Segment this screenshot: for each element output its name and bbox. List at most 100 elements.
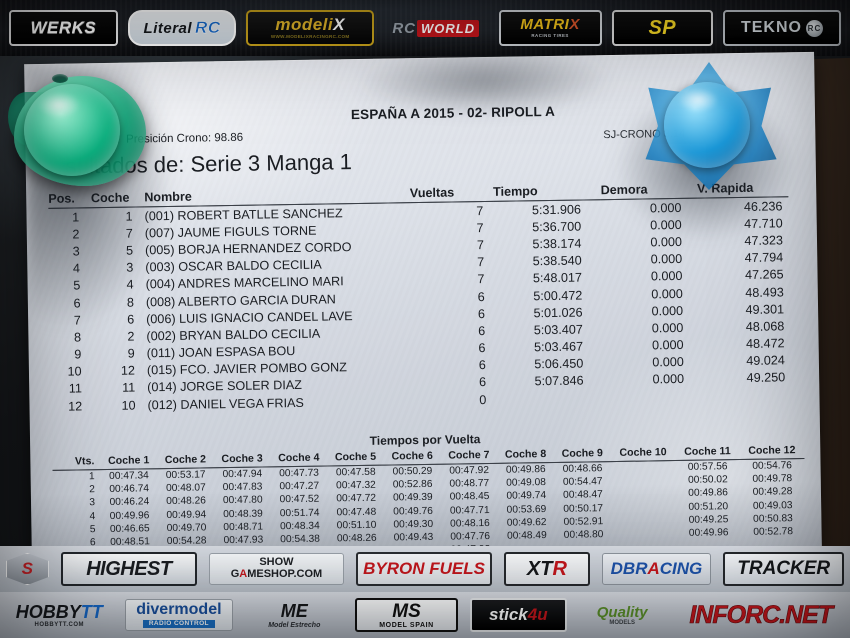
- lap-header-2: Coche 2: [156, 453, 214, 469]
- sponsor-logo-byronfuels[interactable]: BYRON FUELS: [355, 552, 493, 586]
- lap-time-cell: 00:53.17: [165, 469, 206, 482]
- race-results-paper: ESPAÑA A 2015 - 02- RIPOLL A 1 Presición…: [24, 48, 838, 575]
- cell-vueltas: 7: [476, 238, 485, 253]
- lap-time-cell: 00:48.66: [562, 463, 603, 475]
- lap-time-cell: 00:57.56: [687, 461, 728, 473]
- sponsor-ms-text: MS: [392, 600, 421, 622]
- sponsor-logo-matrix[interactable]: MATRIX RACING TIRES: [498, 10, 602, 46]
- sponsor-logo-quality[interactable]: Quality MODELS: [579, 600, 666, 630]
- sponsor-me-text: ME: [280, 600, 308, 621]
- sponsor-show-g: G: [230, 568, 240, 580]
- lap-time-cell: 00:47.94: [222, 468, 263, 481]
- sponsor-logo-modelspain[interactable]: MS MODEL SPAIN: [355, 598, 458, 632]
- sponsor-byron-text: BYRON FUELS: [363, 559, 485, 578]
- sponsor-logo-modelestrecho[interactable]: ME Model Estrecho: [245, 600, 343, 630]
- sponsor-matrix-sub: RACING TIRES: [531, 33, 569, 39]
- lap-number: 1: [88, 471, 95, 483]
- sponsor-diver-sub: RADIO CONTROL: [142, 619, 215, 629]
- lap-header-5: Coche 5: [327, 450, 384, 467]
- sponsor-logo-tekno[interactable]: TEKNO RC: [722, 10, 841, 46]
- header-tiempo: Tiempo: [492, 183, 601, 202]
- cell-nombre: (012) DANIEL VEGA FRIAS: [147, 395, 304, 412]
- lap-header-12: Coche 12: [739, 444, 805, 460]
- sponsor-matrix-text: MATRI: [520, 16, 570, 34]
- sponsor-literal-text: Literal: [143, 19, 193, 37]
- cell-tiempo: 5:48.017: [532, 270, 583, 286]
- sponsor-sworks-text: S: [21, 559, 33, 578]
- cell-demora: 0.000: [651, 338, 684, 353]
- sponsor-logo-highest[interactable]: HIGHEST: [60, 552, 198, 586]
- sponsor-quality-sub: MODELS: [609, 619, 636, 626]
- cell-demora: 0.000: [652, 372, 685, 387]
- sponsor-sp-text: SP: [648, 16, 677, 39]
- sponsor-matrix-wordmark: MATRIX: [520, 17, 579, 32]
- cell-tiempo: [496, 389, 604, 408]
- cell-demora: 0.000: [651, 320, 684, 336]
- sponsor-logo-showgameshop[interactable]: SHOW GAMESHOP.COM: [209, 553, 344, 585]
- cell-vueltas: 6: [478, 375, 487, 390]
- sponsor-logo-sworks[interactable]: S: [6, 553, 49, 585]
- cell-tiempo: 5:03.467: [533, 339, 584, 355]
- sponsor-highest-text: HIGHEST: [86, 557, 172, 580]
- lap-time-cell: [611, 461, 676, 476]
- sponsor-matrix-accent: X: [569, 16, 580, 34]
- sponsor-logo-dbracing[interactable]: DBR A CING: [601, 553, 712, 585]
- sponsor-logo-literalrc[interactable]: Literal RC: [127, 10, 237, 46]
- sponsor-show-tail: MESHOP.COM: [247, 568, 323, 580]
- sponsor-logo-werks[interactable]: WERKS: [9, 10, 118, 46]
- sponsor-modelix-url: WWW.MODELIXRACINGRC.COM: [270, 34, 350, 40]
- sponsor-logo-sp[interactable]: SP: [611, 10, 713, 46]
- sponsor-modelix-wordmark: modeliX: [275, 16, 345, 33]
- cell-vueltas: 7: [476, 203, 484, 218]
- sponsor-show-line1: SHOW: [259, 556, 294, 569]
- sponsor-logo-hobbytt[interactable]: HOBBYTT HOBBYTT.COM: [6, 600, 113, 630]
- cell-tiempo: 5:03.407: [533, 322, 583, 338]
- sponsor-logo-divermodel[interactable]: divermodel RADIO CONTROL: [124, 599, 234, 631]
- sponsor-me-sub: Model Estrecho: [268, 621, 321, 629]
- lap-time-cell: 00:47.92: [449, 465, 490, 477]
- sponsor-stick-text: stick: [488, 605, 528, 624]
- sponsor-hobbytt-wordmark: HOBBYTT: [16, 603, 103, 621]
- cell-rapida: 49.024: [746, 353, 785, 369]
- cell-tiempo: 5:38.540: [532, 253, 582, 269]
- lap-header-10: Coche 10: [610, 446, 676, 462]
- sponsor-hobbytt-accent: TT: [80, 601, 103, 622]
- sponsor-logo-rcworld[interactable]: RC WORLD: [384, 12, 489, 44]
- sponsor-xtr-accent: R: [552, 557, 567, 580]
- sponsor-logo-inforcnet[interactable]: INFORC.NET: [678, 600, 845, 630]
- sponsor-ms-sub: MODEL SPAIN: [379, 621, 434, 629]
- cell-tiempo: 5:00.472: [533, 288, 583, 303]
- header-vueltas: Vueltas: [409, 184, 494, 203]
- cell-vueltas: 0: [479, 392, 487, 407]
- sponsor-logo-stick4u[interactable]: stick 4u: [469, 598, 567, 632]
- lap-time-cell: 00:47.34: [109, 470, 149, 483]
- sponsor-logo-tracker[interactable]: TRACKER: [723, 552, 845, 586]
- cell-tiempo: 5:31.906: [531, 202, 582, 217]
- cell-demora: [604, 388, 701, 407]
- cell-vueltas: 7: [476, 220, 484, 235]
- sponsor-logo-modelix[interactable]: modeliX WWW.MODELIXRACINGRC.COM: [246, 10, 374, 46]
- lap-header-9: Coche 9: [553, 447, 611, 463]
- cell-vueltas: 6: [478, 323, 486, 339]
- sponsor-tekno-accent: RC: [805, 19, 823, 37]
- lap-time-cell: 00:54.76: [752, 460, 793, 472]
- sponsor-werks-text: WERKS: [30, 18, 97, 37]
- cell-vueltas: 7: [477, 255, 485, 270]
- lap-header-7: Coche 7: [440, 448, 498, 465]
- sponsor-show-line2: GAMESHOP.COM: [230, 568, 323, 581]
- cell-vueltas: 6: [477, 289, 485, 304]
- bottom-sponsor-banner-2: HOBBYTT HOBBYTT.COM divermodel RADIO CON…: [0, 592, 850, 638]
- sponsor-logo-xtr[interactable]: XT R: [504, 552, 590, 586]
- sponsor-diver-text: divermodel: [136, 600, 222, 618]
- sponsor-hobbytt-url: HOBBYTT.COM: [34, 621, 85, 628]
- lap-header-6: Coche 6: [383, 449, 441, 466]
- lap-header-1: Coche 1: [100, 454, 158, 470]
- sponsor-literal-accent: RC: [195, 18, 221, 37]
- lap-time-cell: 00:47.58: [335, 466, 376, 479]
- sponsor-modelix-text: modeli: [275, 15, 334, 35]
- top-sponsor-row: WERKS Literal RC modeliX WWW.MODELIXRACI…: [0, 0, 850, 56]
- cell-rapida: 49.250: [746, 370, 786, 386]
- sponsor-tracker-text: TRACKER: [737, 558, 831, 579]
- sponsor-dbr-text: DBR: [610, 559, 648, 578]
